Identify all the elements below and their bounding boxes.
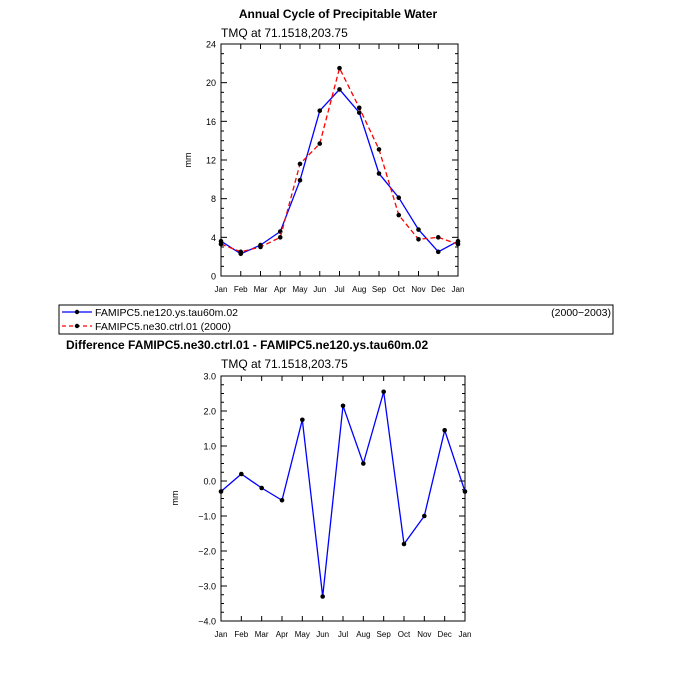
- data-point: [337, 65, 342, 71]
- data-point: [297, 178, 303, 183]
- data-point: [279, 497, 285, 503]
- x-tick-label: Sep: [377, 630, 392, 639]
- x-tick-label: Jun: [313, 285, 326, 294]
- x-tick-label: Jan: [459, 630, 472, 639]
- x-tick-label: Jun: [316, 630, 329, 639]
- legend-period-ne120: (2000−2003): [551, 307, 611, 319]
- x-tick-label: Jan: [452, 285, 465, 294]
- x-tick-label: Aug: [356, 630, 370, 639]
- x-tick-label: Dec: [431, 285, 445, 294]
- chart1-series-group: [218, 65, 461, 257]
- chart2-plot-frame: [220, 375, 466, 622]
- y-tick-label: −2.0: [198, 547, 216, 557]
- data-point: [422, 513, 427, 519]
- chart2-series-group: [218, 389, 468, 599]
- data-point: [317, 108, 323, 113]
- x-tick-label: Jan: [215, 285, 228, 294]
- x-tick-label: Mar: [254, 285, 268, 294]
- x-tick-label: May: [292, 285, 307, 294]
- data-point: [218, 489, 224, 494]
- chart1-plot-frame: [220, 43, 459, 277]
- data-point: [442, 427, 447, 433]
- data-point: [337, 87, 342, 92]
- chart1-ylabel: mm: [183, 153, 193, 168]
- series-line-1: [220, 66, 459, 253]
- data-point: [435, 235, 441, 240]
- x-tick-label: Nov: [411, 285, 425, 294]
- chart2-subtitle: TMQ at 71.1518,203.75: [221, 357, 348, 371]
- legend-label-ne30: FAMIPC5.ne30.ctrl.01 (2000): [95, 321, 231, 333]
- x-tick-label: Feb: [234, 285, 248, 294]
- x-tick-label: Apr: [274, 285, 287, 294]
- data-point: [340, 403, 346, 409]
- x-tick-label: Jul: [334, 285, 344, 294]
- x-tick-label: Oct: [398, 630, 411, 639]
- x-tick-label: Aug: [352, 285, 366, 294]
- y-tick-label: 2.0: [203, 407, 216, 417]
- data-point: [317, 141, 323, 146]
- y-tick-label: −1.0: [198, 512, 216, 522]
- y-tick-label: −4.0: [198, 617, 216, 627]
- y-tick-label: 24: [206, 40, 216, 50]
- x-tick-label: May: [295, 630, 310, 639]
- chart2-ylabel: mm: [170, 491, 180, 506]
- x-tick-label: Apr: [276, 630, 289, 639]
- data-point: [416, 227, 421, 232]
- legend-label-ne120: FAMIPC5.ne120.ys.tau60m.02: [95, 307, 238, 319]
- x-tick-label: Jul: [338, 630, 348, 639]
- chart1-subtitle: TMQ at 71.1518,203.75: [221, 26, 348, 40]
- data-point: [462, 489, 468, 494]
- data-point: [435, 249, 441, 255]
- series-line-0: [220, 88, 459, 255]
- x-tick-label: Sep: [372, 285, 387, 294]
- y-tick-label: 8: [211, 194, 216, 204]
- series-line-0: [220, 391, 466, 597]
- data-point: [300, 417, 305, 423]
- data-point: [218, 241, 224, 247]
- data-point: [376, 171, 382, 176]
- chart2-axes: Jan Feb Mar Apr May Jun Jul Aug Sep Oct Nov Dec Jan −…: [198, 372, 471, 640]
- data-point: [297, 161, 303, 167]
- legend-marker-ne120: [74, 309, 80, 315]
- y-tick-label: 12: [206, 156, 216, 166]
- data-point: [320, 594, 325, 599]
- legend-marker-ne30: [74, 323, 80, 329]
- x-tick-label: Feb: [234, 630, 248, 639]
- y-tick-label: 3.0: [203, 372, 216, 382]
- chart2-title: Difference FAMIPC5.ne30.ctrl.01 - FAMIPC…: [66, 338, 428, 352]
- data-point: [396, 195, 402, 200]
- data-point: [239, 471, 244, 477]
- y-tick-label: 16: [206, 117, 216, 127]
- x-tick-label: Jan: [215, 630, 228, 639]
- chart1-legend: [58, 304, 614, 335]
- legend-entry-ne30: FAMIPC5.ne30.ctrl.01 (2000): [62, 321, 231, 333]
- x-tick-label: Oct: [393, 285, 406, 294]
- x-tick-label: Dec: [438, 630, 452, 639]
- data-point: [381, 389, 386, 395]
- data-point: [356, 110, 362, 115]
- legend-entry-ne120: FAMIPC5.ne120.ys.tau60m.02 (2000−2003): [62, 307, 611, 319]
- data-point: [361, 461, 366, 466]
- data-point: [277, 235, 283, 240]
- y-tick-label: 1.0: [203, 442, 216, 452]
- x-tick-label: Nov: [417, 630, 431, 639]
- data-point: [258, 244, 263, 250]
- data-point: [401, 541, 407, 547]
- y-tick-label: 0.0: [203, 477, 216, 487]
- data-point: [356, 105, 362, 111]
- y-tick-label: 0: [211, 272, 216, 282]
- data-point: [396, 212, 402, 218]
- chart1-axes: Jan Feb Mar Apr May Jun Jul Aug Sep Oct Nov Dec Jan 0…: [206, 40, 464, 295]
- x-tick-label: Mar: [255, 630, 269, 639]
- y-tick-label: 20: [206, 78, 216, 88]
- data-point: [455, 241, 461, 247]
- data-point: [259, 485, 264, 491]
- chart1-title: Annual Cycle of Precipitable Water: [239, 7, 438, 21]
- y-tick-label: 4: [211, 233, 216, 243]
- data-point: [238, 249, 244, 255]
- data-point: [376, 147, 382, 152]
- y-tick-label: −3.0: [198, 582, 216, 592]
- data-point: [416, 236, 421, 242]
